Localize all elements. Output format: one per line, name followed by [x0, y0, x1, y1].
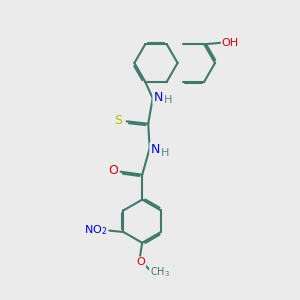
Text: OH: OH [222, 38, 239, 48]
Text: O: O [136, 257, 145, 267]
Text: N: N [153, 91, 163, 103]
Text: NO$_2$: NO$_2$ [84, 223, 108, 236]
Text: CH$_3$: CH$_3$ [150, 265, 170, 279]
Text: O: O [108, 164, 118, 177]
Text: N: N [150, 143, 160, 156]
Text: H: H [161, 148, 170, 158]
Text: H: H [164, 95, 172, 105]
Text: S: S [114, 114, 122, 127]
